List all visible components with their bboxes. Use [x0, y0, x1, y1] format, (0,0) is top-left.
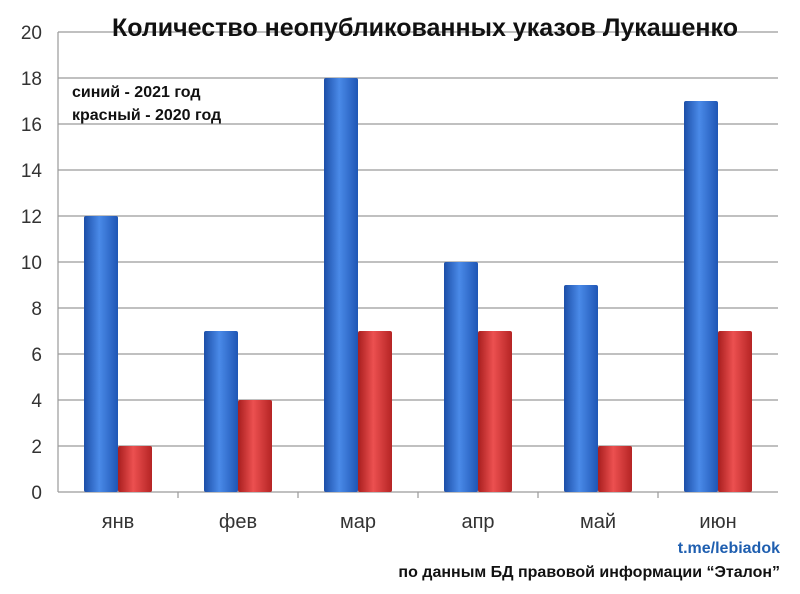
y-tick-label: 4 [31, 391, 42, 412]
bar-2020-янв [118, 446, 152, 492]
y-tick-label: 0 [31, 483, 42, 504]
x-tick-label: фев [219, 511, 257, 533]
y-tick-label: 8 [31, 299, 42, 320]
bar-2021-фев [204, 331, 238, 492]
y-tick-label: 12 [21, 207, 42, 228]
y-tick-label: 18 [21, 69, 42, 90]
bar-2020-мар [358, 331, 392, 492]
y-tick-label: 16 [21, 115, 42, 136]
gridlines [58, 31, 778, 447]
bar-2020-июн [718, 331, 752, 492]
x-tick-label: май [580, 511, 616, 533]
x-tick-label: мар [340, 511, 376, 533]
bar-2020-апр [478, 331, 512, 492]
x-tick-label: апр [461, 511, 494, 533]
bar-2021-май [564, 285, 598, 492]
bar-2021-апр [444, 262, 478, 492]
x-tick-labels: янв фев мар апр май июн [102, 511, 737, 533]
y-tick-label: 20 [21, 23, 42, 44]
bar-2020-май [598, 446, 632, 492]
x-tick-label: июн [699, 511, 736, 533]
x-tick-label: янв [102, 511, 135, 533]
bar-2021-янв [84, 216, 118, 492]
bars [84, 78, 752, 492]
bar-2021-мар [324, 78, 358, 492]
y-tick-label: 10 [21, 253, 42, 274]
y-tick-labels: 0 2 4 6 8 10 12 14 16 18 20 [21, 23, 43, 504]
legend-line-2020: красный - 2020 год [72, 107, 221, 124]
chart-title: Количество неопубликованных указов Лукаш… [112, 14, 738, 42]
source-note: по данным БД правовой информации “Эталон… [398, 564, 780, 581]
y-tick-label: 2 [31, 437, 42, 458]
bar-2020-фев [238, 400, 272, 492]
axes [57, 32, 778, 498]
legend-line-2021: синий - 2021 год [72, 84, 201, 101]
telegram-link[interactable]: t.me/lebiadok [678, 540, 780, 557]
y-tick-label: 6 [31, 345, 42, 366]
y-tick-label: 14 [21, 161, 43, 182]
bar-2021-июн [684, 101, 718, 492]
